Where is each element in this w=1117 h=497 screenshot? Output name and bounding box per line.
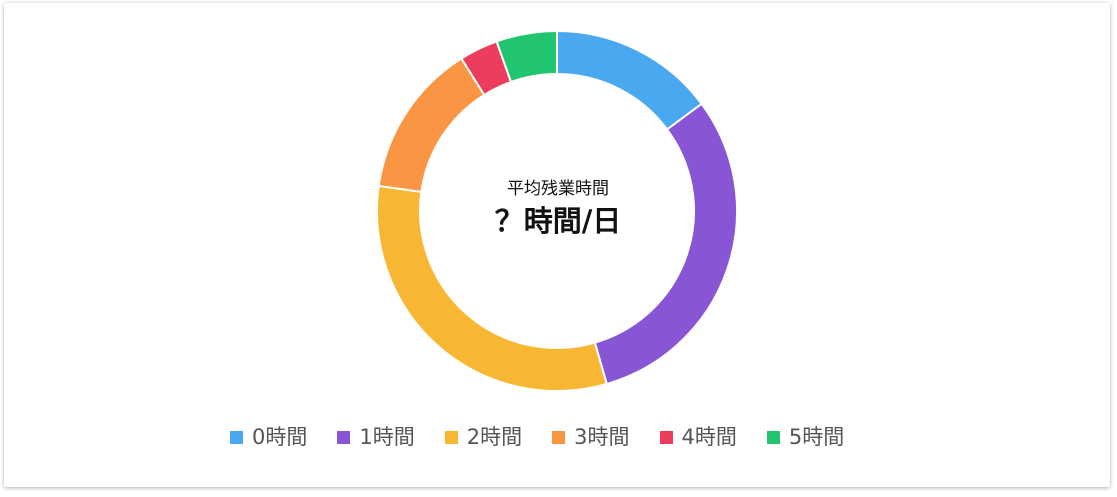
legend-swatch <box>444 430 458 444</box>
legend-label: 4時間 <box>681 425 737 449</box>
slice-3[interactable] <box>377 57 486 194</box>
donut-slices <box>376 29 738 392</box>
legend-swatch <box>337 430 351 444</box>
legend-swatch <box>766 430 780 444</box>
center-title: ？時間/日 <box>494 204 622 238</box>
center-subtitle: 平均残業時間 <box>507 179 609 199</box>
legend-item-5[interactable]: 5時間 <box>766 423 845 451</box>
legend-item-2[interactable]: 2時間 <box>444 423 523 451</box>
legend-item-4[interactable]: 4時間 <box>659 423 737 451</box>
legend: 0時間 1時間 2時間 3時間 4時間 5時間 <box>230 423 874 451</box>
legend-label: 3時間 <box>574 425 630 449</box>
slice-1[interactable] <box>593 102 738 386</box>
legend-swatch <box>552 430 566 444</box>
slice-2[interactable] <box>376 184 608 392</box>
legend-label: 1時間 <box>359 425 415 449</box>
legend-swatch <box>230 430 243 444</box>
legend-label: 2時間 <box>466 425 523 449</box>
center-label: 平均残業時間 ？時間/日 <box>408 178 708 240</box>
legend-item-1[interactable]: 1時間 <box>337 423 415 451</box>
legend-label: 5時間 <box>788 425 845 449</box>
legend-item-3[interactable]: 3時間 <box>552 423 630 451</box>
slice-5[interactable] <box>495 29 558 84</box>
slice-0[interactable] <box>556 29 704 131</box>
chart-card <box>4 3 1110 487</box>
legend-label: 0時間 <box>252 425 308 449</box>
legend-item-0[interactable]: 0時間 <box>230 423 307 451</box>
legend-swatch <box>659 430 673 444</box>
